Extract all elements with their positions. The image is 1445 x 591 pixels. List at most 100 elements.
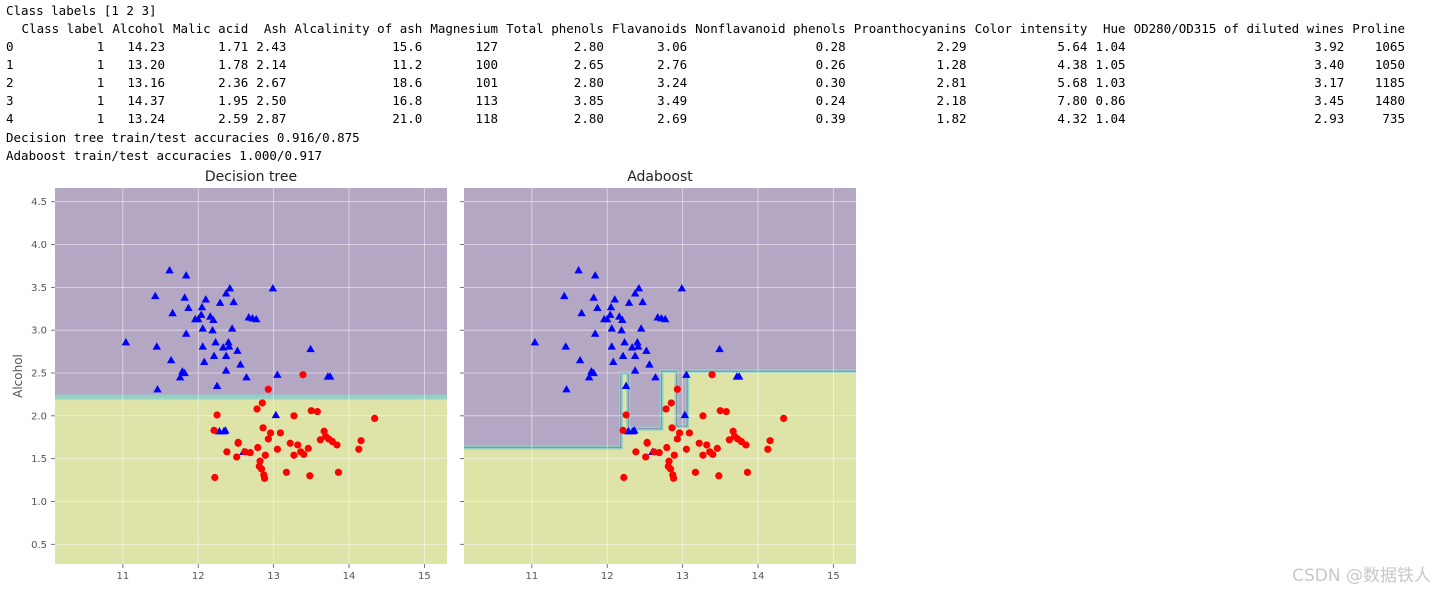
data-point-class-2 [766, 437, 774, 445]
data-point-class-1 [180, 293, 189, 301]
data-point-class-2 [682, 445, 690, 453]
data-point-class-1 [584, 373, 594, 381]
table-header-row: Class label Alcohol Malic acid Ash Alcalinit… [6, 20, 1409, 38]
data-point-class-2 [273, 445, 281, 453]
data-point-class-1 [323, 372, 333, 380]
x-tick-label: 15 [827, 571, 840, 582]
data-point-class-1 [221, 289, 231, 297]
data-point-class-1 [273, 370, 282, 378]
data-point-class-1 [201, 295, 210, 303]
data-point-class-1 [168, 308, 177, 317]
table-cell: 3.49 [657, 93, 688, 108]
data-point-class-2 [622, 411, 630, 419]
table-cell: 1.04 [1095, 111, 1126, 126]
table-cell: 0.30 [815, 75, 846, 90]
data-point-class-2 [685, 429, 694, 437]
x-tick-label: 12 [601, 571, 614, 582]
data-point-class-1 [181, 271, 191, 279]
data-point-class-1 [606, 302, 616, 311]
data-point-class-1 [194, 314, 203, 323]
data-point-class-2 [253, 405, 261, 413]
data-point-class-1 [630, 351, 640, 360]
data-point-class-2 [286, 439, 294, 447]
table-cell: 101 [475, 75, 499, 90]
data-point-class-1 [227, 324, 237, 332]
data-point-class-1 [218, 343, 228, 351]
data-point-class-1 [682, 370, 691, 378]
data-point-class-2 [668, 424, 676, 432]
table-cell: 2.76 [657, 57, 688, 72]
data-point-class-2 [725, 436, 733, 444]
y-tick-label: 1.5 [31, 454, 47, 465]
table-cell: 4.38 [1057, 57, 1088, 72]
data-point-class-2 [261, 451, 269, 459]
data-point-class-1 [198, 324, 207, 332]
row-index: 0 [6, 39, 14, 54]
data-point-class-2 [290, 412, 298, 420]
data-point-class-1 [233, 346, 242, 354]
data-point-class-1 [627, 343, 637, 351]
data-point-class-2 [673, 385, 681, 393]
data-point-class-2 [299, 371, 307, 379]
class-labels-line: Class labels [1 2 3] [6, 3, 157, 18]
x-tick-label: 13 [676, 571, 689, 582]
table-cell: 1.82 [936, 111, 967, 126]
data-point-class-1 [197, 302, 207, 311]
data-point-class-2 [307, 407, 315, 415]
table-cell: 2.80 [573, 39, 604, 54]
data-point-class-2 [709, 450, 717, 458]
data-point-class-1 [271, 410, 281, 419]
data-point-class-2 [234, 439, 242, 447]
data-point-class-1 [661, 314, 670, 323]
table-cell: 18.6 [392, 75, 423, 90]
data-point-class-1 [620, 337, 629, 346]
table-cell: 11.2 [392, 57, 423, 72]
data-point-class-2 [716, 407, 724, 415]
column-header: OD280/OD315 of diluted wines [1133, 21, 1345, 36]
table-cell: 113 [475, 93, 499, 108]
column-header: Alcalinity of ash [294, 21, 423, 36]
table-cell: 1050 [1374, 57, 1405, 72]
y-tick-label: 2.0 [31, 411, 47, 422]
data-point-class-1 [621, 381, 631, 389]
data-point-class-1 [165, 266, 174, 274]
data-point-class-2 [258, 399, 266, 407]
data-point-class-1 [590, 271, 600, 279]
data-point-class-1 [606, 310, 615, 318]
table-cell: 1 [96, 93, 105, 108]
chart-panel-1: 11 12 13 14 15 0.5 1.0 1.5 2.0 2.5 3.0 3.5 4.0 4.5 Dec… [11, 169, 447, 582]
y-tick-label: 4.5 [31, 197, 47, 208]
data-point-class-2 [632, 448, 640, 456]
table-cell: 14.37 [127, 93, 166, 108]
table-cell: 1.05 [1095, 57, 1126, 72]
data-point-class-1 [212, 381, 222, 389]
y-tick-label: 3.0 [31, 326, 47, 337]
table-cell: 1065 [1374, 39, 1405, 54]
row-index: 2 [6, 75, 14, 90]
data-point-class-2 [664, 462, 672, 470]
table-cell: 13.24 [127, 111, 166, 126]
column-header: Color intensity [974, 21, 1088, 36]
data-point-class-1 [221, 351, 231, 360]
x-tick-label: 14 [752, 571, 765, 582]
table-cell: 2.69 [657, 111, 688, 126]
data-point-class-1 [121, 337, 131, 346]
data-point-class-1 [607, 324, 616, 332]
data-point-class-2 [357, 437, 365, 445]
table-row: 4 1 13.24 2.59 2.87 21.0 118 2.80 2.69 0.39 1.82 4.… [6, 110, 1409, 128]
column-header: Proanthocyanins [853, 21, 967, 36]
data-point-class-1 [229, 297, 238, 306]
data-point-class-2 [233, 453, 241, 461]
data-point-class-1 [152, 342, 161, 350]
table-cell: 1.04 [1095, 39, 1126, 54]
y-axis-label: Alcohol [11, 354, 25, 398]
data-point-class-1 [574, 266, 583, 274]
x-tick-label: 11 [116, 571, 129, 582]
data-point-class-2 [264, 385, 272, 393]
data-point-class-1 [198, 342, 207, 350]
y-tick-label: 4.0 [31, 240, 47, 251]
table-cell: 2.18 [936, 93, 967, 108]
table-cell: 13.20 [127, 57, 166, 72]
data-point-class-2 [703, 441, 711, 449]
table-cell: 14.23 [127, 39, 166, 54]
